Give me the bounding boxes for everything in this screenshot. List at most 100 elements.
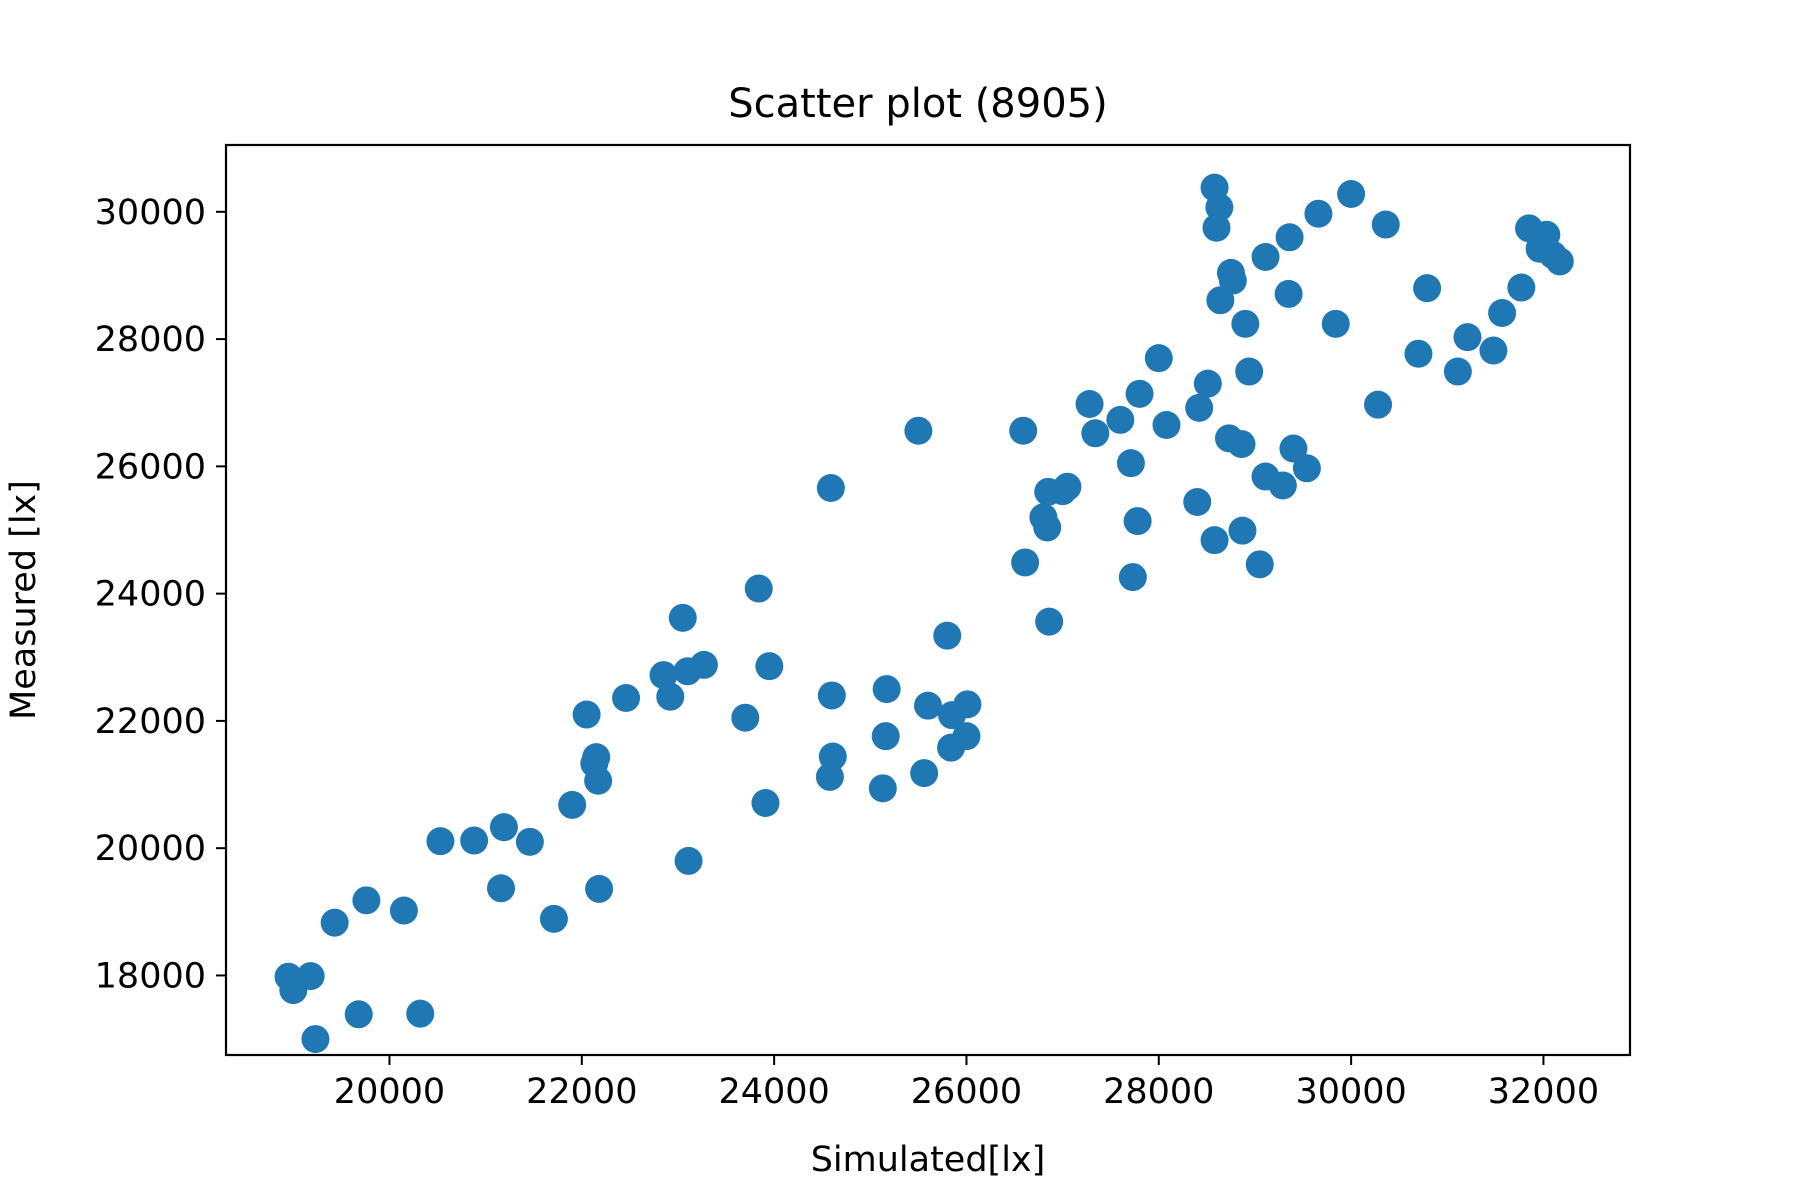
scatter-point bbox=[558, 790, 587, 819]
scatter-point bbox=[612, 684, 641, 712]
scatter-point bbox=[656, 682, 685, 711]
scatter-point bbox=[1200, 526, 1229, 555]
scatter-point bbox=[1507, 273, 1536, 302]
scatter-point bbox=[1106, 405, 1135, 434]
y-tick-label: 18000 bbox=[95, 956, 206, 996]
scatter-point bbox=[649, 661, 678, 690]
scatter-point bbox=[352, 886, 381, 915]
scatter-point bbox=[914, 691, 942, 720]
scatter-point bbox=[755, 652, 784, 681]
scatter-point bbox=[344, 1000, 373, 1029]
scatter-point bbox=[868, 774, 897, 803]
points-layer bbox=[274, 173, 1574, 1054]
chart-title: Scatter plot (8905) bbox=[728, 81, 1107, 127]
scatter-point bbox=[871, 722, 900, 751]
scatter-point bbox=[1413, 274, 1442, 303]
scatter-point bbox=[406, 999, 435, 1028]
y-tick-label: 24000 bbox=[95, 575, 206, 615]
scatter-point bbox=[872, 675, 901, 704]
y-axis-ticks: 18000 20000 22000 24000 26000 28000 30000 bbox=[95, 193, 226, 996]
scatter-point bbox=[1053, 472, 1082, 501]
scatter-point bbox=[1304, 199, 1333, 228]
scatter-point bbox=[953, 690, 982, 719]
scatter-point bbox=[296, 962, 325, 991]
scatter-point bbox=[489, 813, 518, 842]
scatter-point bbox=[1371, 210, 1400, 239]
scatter-point bbox=[1479, 336, 1508, 365]
scatter-point bbox=[1118, 563, 1147, 592]
scatter-point bbox=[539, 904, 568, 933]
scatter-point bbox=[1183, 488, 1212, 516]
scatter-point bbox=[1075, 390, 1104, 418]
scatter-point bbox=[584, 766, 613, 795]
scatter-point bbox=[487, 874, 516, 903]
plot-area-frame bbox=[224, 143, 1632, 1057]
scatter-point bbox=[1251, 243, 1280, 271]
scatter-point bbox=[426, 827, 455, 856]
scatter-point bbox=[1245, 550, 1274, 579]
x-tick-label: 24000 bbox=[718, 1072, 829, 1112]
scatter-point bbox=[460, 826, 489, 855]
x-tick-label: 20000 bbox=[334, 1072, 445, 1112]
scatter-point bbox=[817, 681, 846, 710]
x-tick-label: 30000 bbox=[1295, 1072, 1406, 1112]
scatter-point bbox=[515, 827, 544, 856]
scatter-point bbox=[1404, 339, 1433, 368]
scatter-point bbox=[910, 759, 939, 788]
y-tick-label: 28000 bbox=[95, 320, 206, 360]
y-tick-label: 20000 bbox=[95, 829, 206, 869]
scatter-point bbox=[816, 474, 845, 502]
scatter-point bbox=[1274, 279, 1303, 308]
scatter-point bbox=[1205, 193, 1234, 222]
scatter-point bbox=[751, 789, 780, 817]
x-tick-label: 28000 bbox=[1103, 1072, 1214, 1112]
scatter-point bbox=[1228, 516, 1257, 545]
scatter-point bbox=[1033, 513, 1062, 542]
scatter-point bbox=[1321, 309, 1350, 338]
scatter-point bbox=[689, 650, 718, 679]
scatter-point bbox=[1364, 390, 1393, 419]
scatter-point bbox=[1453, 323, 1482, 352]
scatter-point bbox=[389, 896, 418, 925]
scatter-point bbox=[1144, 344, 1173, 373]
scatter-point bbox=[582, 743, 611, 772]
scatter-point bbox=[668, 603, 697, 632]
scatter-point bbox=[1009, 416, 1038, 445]
scatter-point bbox=[1011, 548, 1040, 577]
scatter-point bbox=[818, 742, 847, 771]
scatter-point bbox=[744, 574, 773, 603]
y-tick-label: 26000 bbox=[95, 447, 206, 487]
scatter-point bbox=[1279, 434, 1308, 463]
scatter-point bbox=[572, 700, 601, 729]
scatter-point bbox=[904, 416, 933, 445]
scatter-point bbox=[1125, 379, 1154, 408]
scatter-point bbox=[1227, 430, 1256, 459]
scatter-point bbox=[1545, 247, 1574, 276]
scatter-point bbox=[1292, 454, 1321, 483]
scatter-point bbox=[1268, 471, 1297, 500]
x-tick-label: 22000 bbox=[526, 1072, 637, 1112]
scatter-point bbox=[1123, 507, 1152, 536]
scatter-point bbox=[1337, 180, 1366, 208]
scatter-point bbox=[1235, 357, 1264, 386]
x-tick-label: 32000 bbox=[1488, 1072, 1599, 1112]
scatter-point bbox=[1218, 266, 1247, 295]
scatter-point bbox=[1116, 449, 1145, 478]
scatter-point bbox=[1488, 299, 1517, 327]
scatter-point bbox=[952, 722, 981, 751]
scatter-point bbox=[1185, 393, 1214, 422]
scatter-point bbox=[1081, 419, 1110, 448]
scatter-point bbox=[674, 846, 703, 875]
scatter-point bbox=[301, 1025, 330, 1054]
y-tick-label: 22000 bbox=[95, 702, 206, 742]
y-tick-label: 30000 bbox=[95, 193, 206, 233]
scatter-point bbox=[731, 703, 760, 732]
scatter-point bbox=[1035, 607, 1064, 636]
scatter-point bbox=[1193, 369, 1222, 398]
scatter-point bbox=[1275, 223, 1304, 252]
scatter-point bbox=[1152, 411, 1181, 439]
x-tick-label: 26000 bbox=[911, 1072, 1022, 1112]
scatter-point bbox=[320, 908, 349, 937]
y-axis-label: Measured [lx] bbox=[4, 480, 44, 720]
